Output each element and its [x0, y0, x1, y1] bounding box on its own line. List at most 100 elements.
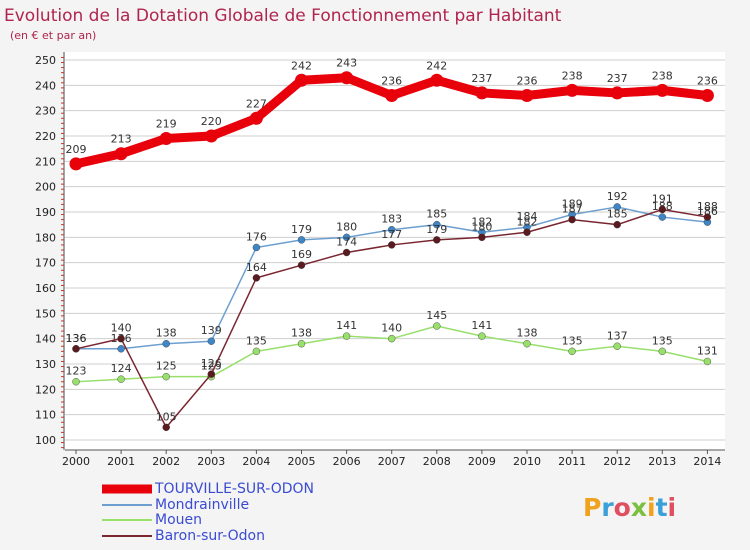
data-label: 236 [517, 74, 538, 87]
data-label: 180 [336, 220, 357, 233]
data-label: 140 [111, 322, 132, 335]
data-label: 185 [426, 208, 447, 221]
data-point [72, 378, 80, 386]
data-point [162, 340, 170, 348]
data-point [342, 248, 351, 257]
data-point [568, 347, 576, 356]
data-point [252, 274, 261, 282]
data-label: 124 [111, 362, 132, 375]
y-tick-label: 200 [35, 181, 56, 194]
data-point [342, 332, 351, 340]
data-label: 219 [156, 118, 177, 131]
data-point [297, 340, 306, 348]
y-tick-label: 250 [35, 54, 56, 67]
data-point [385, 88, 399, 102]
data-label: 125 [156, 360, 177, 373]
data-label: 179 [291, 223, 312, 236]
x-tick-label: 2009 [468, 455, 496, 468]
y-tick-label: 130 [35, 358, 56, 371]
data-point [703, 357, 712, 366]
data-label: 137 [607, 329, 628, 342]
data-point [162, 423, 170, 432]
data-point [478, 233, 486, 242]
data-point [430, 73, 444, 87]
y-tick-label: 160 [35, 282, 56, 295]
data-label: 141 [471, 319, 492, 332]
data-point [295, 73, 308, 87]
data-label: 135 [246, 334, 267, 347]
data-label: 131 [697, 344, 718, 357]
data-point [613, 203, 621, 211]
data-point [610, 86, 624, 100]
data-label: 126 [201, 357, 222, 370]
data-label: 220 [201, 115, 222, 128]
data-label: 136 [66, 332, 87, 345]
data-label: 180 [471, 220, 492, 233]
y-tick-label: 100 [35, 434, 56, 447]
data-label: 185 [607, 208, 628, 221]
x-tick-label: 2000 [62, 455, 90, 468]
data-point [565, 83, 579, 97]
x-tick-label: 2013 [648, 455, 676, 468]
logo-text: Proxiti [583, 493, 676, 522]
data-point [342, 233, 351, 242]
legend-label: Mouen [155, 512, 202, 528]
data-point [433, 236, 441, 244]
data-point [249, 111, 263, 125]
data-point [117, 345, 125, 353]
data-label: 227 [246, 97, 267, 110]
data-point [433, 220, 441, 229]
data-label: 169 [291, 248, 312, 261]
data-point [72, 345, 80, 353]
data-label: 188 [697, 200, 718, 213]
data-label: 189 [562, 198, 583, 211]
data-label: 183 [381, 213, 402, 226]
data-point [340, 71, 354, 85]
data-point [433, 322, 441, 330]
data-label: 187 [562, 203, 583, 216]
data-label: 138 [291, 327, 312, 340]
data-point [207, 337, 216, 345]
data-point [297, 236, 306, 244]
data-label: 139 [201, 324, 222, 337]
data-point [478, 332, 486, 340]
x-tick-label: 2007 [378, 455, 406, 468]
data-label: 243 [336, 57, 357, 70]
y-tick-label: 140 [35, 333, 56, 346]
series-0: 209 213 219 220 227 242 243 236 242 237 236 238 237 2… [66, 57, 718, 171]
series-group: 1361361381391761791801831851821841891921… [66, 57, 718, 432]
y-tick-label: 180 [35, 231, 56, 244]
data-label: 140 [381, 322, 402, 335]
data-label: 174 [336, 236, 357, 249]
data-label: 236 [381, 74, 402, 87]
data-label: 164 [246, 261, 267, 274]
x-tick-label: 2014 [693, 455, 721, 468]
data-label: 184 [517, 210, 538, 223]
data-label: 242 [426, 59, 447, 72]
data-point [159, 132, 173, 146]
x-tick-label: 2004 [242, 455, 270, 468]
data-label: 209 [66, 143, 87, 156]
x-tick-label: 2001 [107, 455, 135, 468]
y-tick-label: 170 [35, 257, 56, 270]
data-label: 141 [336, 319, 357, 332]
data-point [703, 213, 712, 221]
data-point [523, 228, 531, 236]
data-label: 237 [471, 72, 492, 85]
plot-area [65, 52, 725, 450]
data-label: 136 [66, 332, 87, 345]
data-point [658, 347, 666, 356]
x-tick-label: 2003 [197, 455, 225, 468]
data-point [252, 243, 261, 252]
data-point [613, 342, 621, 350]
data-point [655, 83, 669, 97]
data-label: 213 [111, 133, 132, 146]
y-tick-label: 190 [35, 206, 56, 219]
data-label: 138 [156, 327, 177, 340]
data-point [523, 340, 531, 348]
data-label: 236 [697, 74, 718, 87]
data-label: 179 [426, 223, 447, 236]
y-tick-label: 220 [35, 130, 56, 143]
data-point [114, 147, 128, 161]
